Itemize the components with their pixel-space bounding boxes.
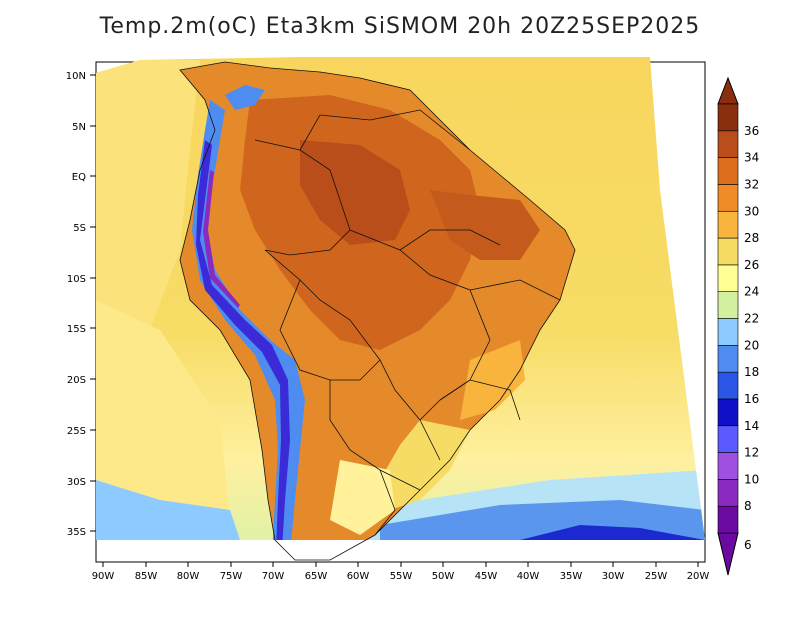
lon-tick-label: 40W (517, 571, 540, 582)
colorbar-label: 8 (744, 499, 752, 513)
longitude-axis: 90W 85W 80W 75W 70W 65W 60W 55W 50W 45W … (92, 562, 710, 582)
lat-tick-label: 25S (67, 426, 86, 437)
lon-tick-label: 25W (645, 571, 668, 582)
lon-tick-label: 65W (305, 571, 328, 582)
lat-tick-label: 5S (73, 223, 86, 234)
colorbar-label: 18 (744, 365, 759, 379)
colorbar-label: 34 (744, 151, 759, 165)
lon-tick-label: 90W (92, 571, 115, 582)
lon-tick-label: 55W (390, 571, 413, 582)
lon-tick-label: 80W (177, 571, 200, 582)
colorbar-swatch (717, 264, 739, 292)
colorbar-label: 28 (744, 231, 759, 245)
colorbar-swatch (717, 479, 739, 507)
colorbar-label: 24 (744, 285, 759, 299)
colorbar-max-arrow (717, 76, 739, 105)
colorbar-swatch (717, 452, 739, 480)
pacific-warm-band (96, 60, 200, 360)
colorbar-min-arrow (717, 532, 739, 576)
colorbar-swatch (717, 291, 739, 319)
colorbar-swatch (717, 345, 739, 373)
colorbar-swatch (717, 398, 739, 427)
lat-tick-label: EQ (72, 172, 86, 183)
colorbar-swatch (717, 318, 739, 346)
latitude-axis: 10N 5N EQ 5S 10S 15S 20S 25S 30S 35S (66, 71, 96, 538)
colorbar-label: 10 (744, 472, 759, 486)
colorbar-label: 36 (744, 124, 759, 138)
colorbar-label: 22 (744, 312, 759, 326)
colorbar-swatch (717, 237, 739, 266)
colorbar-label: 26 (744, 258, 759, 272)
temperature-field (96, 57, 705, 540)
andes-coldest (196, 140, 290, 540)
lon-tick-label: 20W (687, 571, 710, 582)
lat-tick-label: 35S (67, 527, 86, 538)
south-pacific-cool (96, 480, 240, 540)
lon-tick-label: 70W (262, 571, 285, 582)
lon-tick-label: 50W (432, 571, 455, 582)
colorbar-label: 16 (744, 392, 759, 406)
lon-tick-label: 30W (602, 571, 625, 582)
lat-tick-label: 10N (66, 71, 86, 82)
colorbar-label: 14 (744, 419, 759, 433)
colorbar-swatch (717, 425, 739, 453)
colorbar-label: 12 (744, 446, 759, 460)
lat-tick-label: 10S (67, 274, 86, 285)
country-borders (179, 61, 576, 561)
northeast-brazil-hot (430, 190, 540, 260)
colorbar-swatch (717, 184, 739, 212)
south-atlantic-coldest (520, 525, 705, 540)
lon-tick-label: 60W (347, 571, 370, 582)
lon-tick-label: 75W (220, 571, 243, 582)
map-title: Temp.2m(oC) Eta3km SiSMOM 20h 20Z25SEP20… (99, 14, 701, 39)
colorbar-label: 30 (744, 204, 759, 218)
colorbar-swatch (717, 103, 739, 132)
lon-tick-label: 35W (560, 571, 583, 582)
colorbar-label: 20 (744, 338, 759, 352)
colorbar-swatch (717, 130, 739, 158)
andes-peaks (203, 170, 240, 308)
lat-tick-label: 5N (72, 122, 86, 133)
colorbar: 6 8 10 12 14 16 18 20 22 24 26 28 30 32 34 36 (717, 76, 759, 576)
amazon-hottest (300, 140, 410, 245)
southeast-brazil (460, 340, 525, 420)
colorbar-swatch (717, 505, 739, 534)
colorbar-swatch (717, 210, 739, 239)
lat-tick-label: 15S (67, 324, 86, 335)
uruguay-mild (330, 460, 395, 535)
lon-tick-label: 85W (135, 571, 158, 582)
lon-tick-label: 45W (475, 571, 498, 582)
colorbar-label: 32 (744, 177, 759, 191)
colorbar-swatch (717, 371, 739, 400)
pacific-cool-band (96, 300, 230, 540)
south-brazil-mild (380, 420, 470, 510)
colorbar-label: 6 (744, 538, 752, 552)
lat-tick-label: 30S (67, 477, 86, 488)
lat-tick-label: 20S (67, 375, 86, 386)
northern-andes (225, 85, 265, 110)
colorbar-swatch (717, 157, 739, 185)
